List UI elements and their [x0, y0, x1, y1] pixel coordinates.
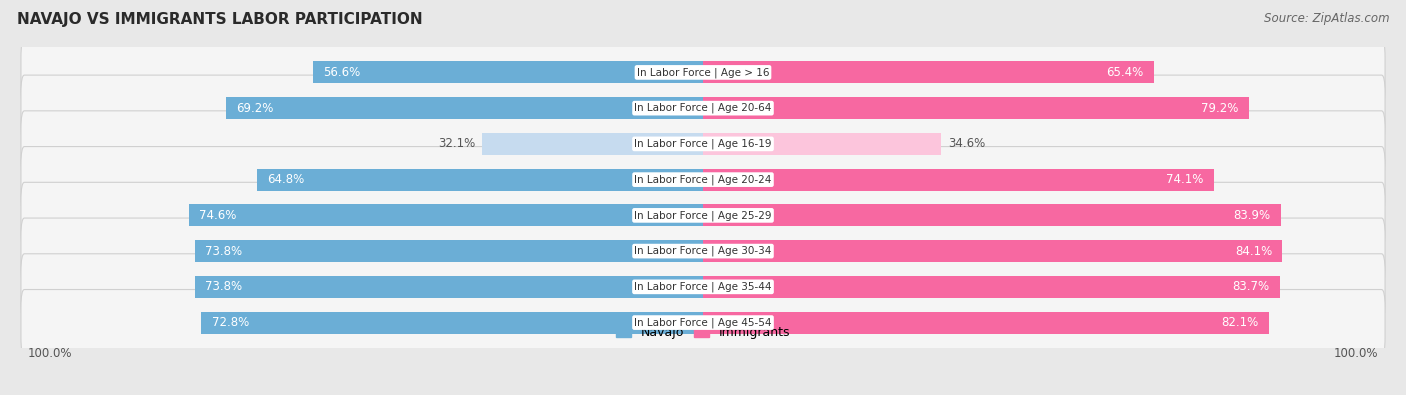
- Bar: [256, 169, 703, 191]
- Text: 100.0%: 100.0%: [28, 347, 72, 360]
- Text: 84.1%: 84.1%: [1234, 245, 1272, 258]
- Text: 64.8%: 64.8%: [267, 173, 304, 186]
- Text: In Labor Force | Age 20-64: In Labor Force | Age 20-64: [634, 103, 772, 113]
- Bar: [201, 312, 703, 334]
- Text: In Labor Force | Age 25-29: In Labor Force | Age 25-29: [634, 210, 772, 221]
- Bar: [194, 276, 703, 298]
- Text: 32.1%: 32.1%: [437, 137, 475, 150]
- Text: 69.2%: 69.2%: [236, 102, 274, 115]
- Text: In Labor Force | Age 45-54: In Labor Force | Age 45-54: [634, 317, 772, 328]
- Text: In Labor Force | Age 20-24: In Labor Force | Age 20-24: [634, 174, 772, 185]
- Bar: [703, 61, 1153, 83]
- Bar: [703, 204, 1281, 226]
- Bar: [703, 97, 1249, 119]
- Text: 34.6%: 34.6%: [948, 137, 986, 150]
- Bar: [703, 276, 1279, 298]
- Text: 73.8%: 73.8%: [205, 245, 242, 258]
- Text: 79.2%: 79.2%: [1201, 102, 1239, 115]
- Text: 74.6%: 74.6%: [200, 209, 236, 222]
- Text: Source: ZipAtlas.com: Source: ZipAtlas.com: [1264, 12, 1389, 25]
- Bar: [703, 312, 1268, 334]
- Text: 56.6%: 56.6%: [323, 66, 361, 79]
- Bar: [314, 61, 703, 83]
- Text: NAVAJO VS IMMIGRANTS LABOR PARTICIPATION: NAVAJO VS IMMIGRANTS LABOR PARTICIPATION: [17, 12, 422, 27]
- Text: 65.4%: 65.4%: [1107, 66, 1143, 79]
- FancyBboxPatch shape: [21, 290, 1385, 356]
- FancyBboxPatch shape: [21, 111, 1385, 177]
- Bar: [226, 97, 703, 119]
- FancyBboxPatch shape: [21, 40, 1385, 105]
- Text: 72.8%: 72.8%: [212, 316, 249, 329]
- Text: 100.0%: 100.0%: [1334, 347, 1378, 360]
- FancyBboxPatch shape: [21, 75, 1385, 141]
- FancyBboxPatch shape: [21, 218, 1385, 284]
- Bar: [482, 133, 703, 155]
- FancyBboxPatch shape: [21, 254, 1385, 320]
- Text: 74.1%: 74.1%: [1166, 173, 1204, 186]
- Bar: [188, 204, 703, 226]
- Text: In Labor Force | Age 30-34: In Labor Force | Age 30-34: [634, 246, 772, 256]
- Bar: [703, 133, 942, 155]
- Text: 83.7%: 83.7%: [1232, 280, 1270, 293]
- Bar: [703, 169, 1213, 191]
- Text: In Labor Force | Age 35-44: In Labor Force | Age 35-44: [634, 282, 772, 292]
- FancyBboxPatch shape: [21, 182, 1385, 248]
- Text: 73.8%: 73.8%: [205, 280, 242, 293]
- Legend: Navajo, Immigrants: Navajo, Immigrants: [610, 322, 796, 344]
- FancyBboxPatch shape: [21, 147, 1385, 213]
- Text: In Labor Force | Age > 16: In Labor Force | Age > 16: [637, 67, 769, 78]
- Text: 83.9%: 83.9%: [1233, 209, 1271, 222]
- Text: 82.1%: 82.1%: [1220, 316, 1258, 329]
- Bar: [194, 240, 703, 262]
- Bar: [703, 240, 1282, 262]
- Text: In Labor Force | Age 16-19: In Labor Force | Age 16-19: [634, 139, 772, 149]
